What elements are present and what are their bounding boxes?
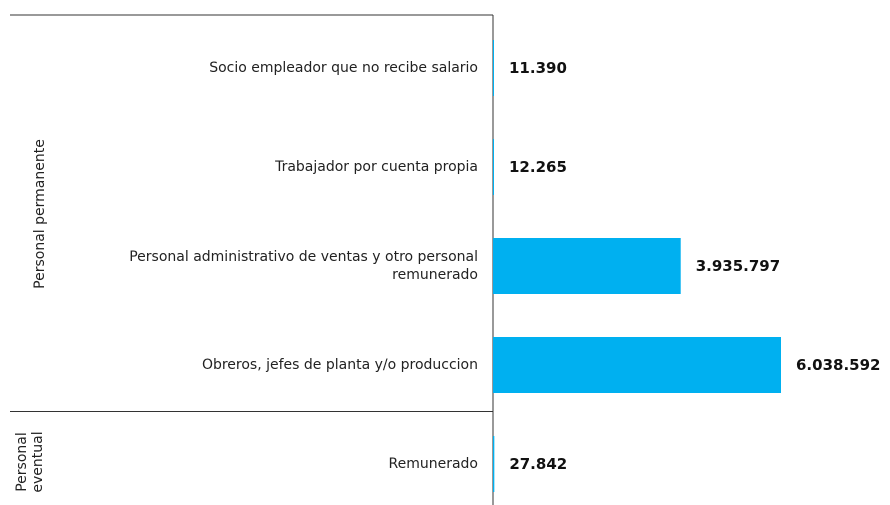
value-label: 27.842 xyxy=(509,455,568,473)
group-label: Personal permanente xyxy=(32,138,48,289)
group-label: Personal eventual xyxy=(14,431,46,493)
category-label: Remunerado xyxy=(388,456,479,472)
value-label: 6.038.592 xyxy=(796,356,881,374)
value-label: 12.265 xyxy=(509,158,567,176)
value-label: 3.935.797 xyxy=(695,257,781,275)
category-label: Trabajador por cuenta propia xyxy=(275,159,478,175)
category-label: Personal administrativo de ventas y otro… xyxy=(129,249,478,283)
category-label: Socio empleador que no recibe salario xyxy=(209,60,478,76)
value-label: 11.390 xyxy=(509,59,567,77)
bar xyxy=(493,238,681,294)
bar xyxy=(493,436,495,492)
bar xyxy=(493,139,494,195)
bar xyxy=(493,40,494,96)
bar xyxy=(493,337,781,393)
category-label: Obreros, jefes de planta y/o produccion xyxy=(201,357,478,373)
